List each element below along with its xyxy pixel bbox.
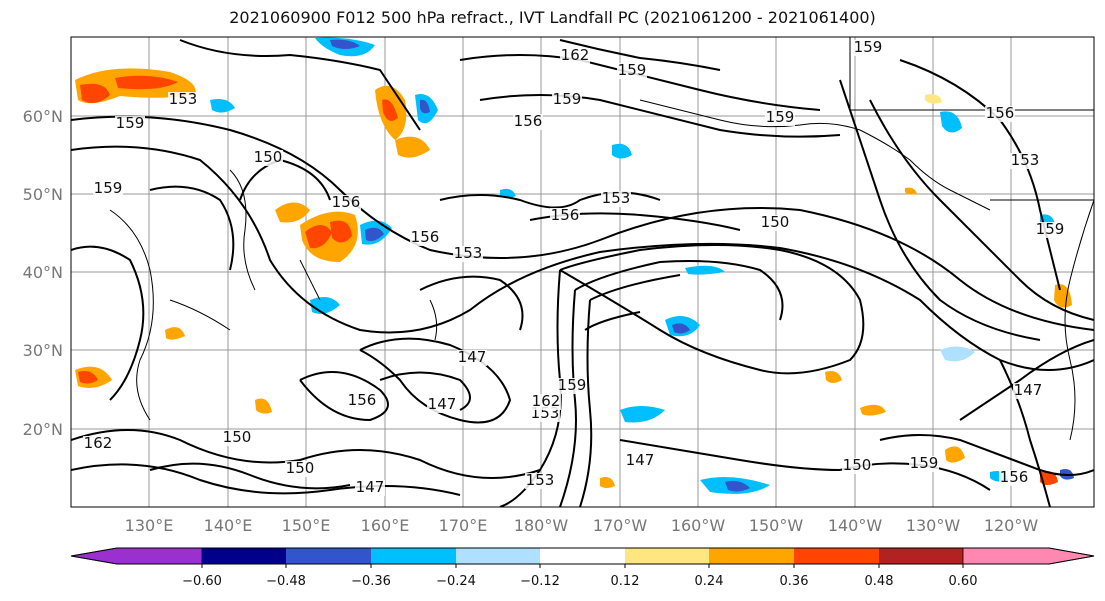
contour-label: 159 — [553, 90, 582, 108]
colorbar-segment — [709, 548, 794, 564]
contour-label: 159 — [618, 61, 647, 79]
latitude-label: 20°N — [23, 420, 63, 439]
latitude-label: 40°N — [23, 263, 63, 282]
colorbar-segment — [540, 548, 625, 564]
colorbar-tick-label: −0.36 — [351, 574, 391, 589]
contour-label: 159 — [558, 376, 587, 394]
colorbar-segment — [286, 548, 371, 564]
colorbar-tick-label: −0.60 — [182, 574, 222, 589]
contour-label: 162 — [532, 392, 561, 410]
colorbar — [70, 547, 1095, 565]
contour-label: 156 — [1000, 468, 1029, 486]
longitude-label: 130°E — [125, 516, 174, 535]
contour-label: 150 — [286, 459, 315, 477]
colorbar-segment — [456, 548, 540, 564]
contour-label: 162 — [561, 46, 590, 64]
colorbar-tick-label: 0.24 — [695, 574, 724, 589]
latitude-labels: 60°N 50°N 40°N 30°N 20°N — [23, 107, 63, 439]
contour-label: 159 — [1036, 220, 1065, 238]
contour-label: 156 — [986, 104, 1015, 122]
contour-label: 156 — [514, 112, 543, 130]
longitude-label: 140°W — [828, 516, 883, 535]
contour-label: 150 — [254, 148, 283, 166]
latitude-label: 60°N — [23, 107, 63, 126]
contour-label: 156 — [348, 391, 377, 409]
longitude-label: 150°E — [282, 516, 331, 535]
contour-label: 159 — [766, 108, 795, 126]
colorbar-tick-label: 0.60 — [949, 574, 978, 589]
contour-label: 147 — [458, 348, 487, 366]
coastlines — [109, 37, 1094, 441]
contour-label: 162 — [84, 434, 113, 452]
colorbar-segment — [794, 548, 879, 564]
longitude-label: 180°W — [514, 516, 569, 535]
contour-label: 150 — [223, 428, 252, 446]
colorbar-segment — [962, 547, 1095, 565]
contour-label: 147 — [356, 478, 385, 496]
colorbar-tick-label: 0.36 — [780, 574, 809, 589]
longitude-labels: 130°E 140°E 150°E 160°E 170°E 180°W 170°W 160°W… — [125, 516, 1039, 535]
longitude-label: 130°W — [906, 516, 961, 535]
contour-label: 159 — [910, 454, 939, 472]
colorbar-tick-label: 0.12 — [611, 574, 640, 589]
contour-label: 156 — [551, 206, 580, 224]
contour-label: 147 — [1014, 381, 1043, 399]
longitude-label: 160°E — [361, 516, 410, 535]
colorbar-tick-labels: −0.60 −0.48 −0.36 −0.24 −0.12 0.12 0.24 0.36 0.4… — [182, 564, 977, 589]
colorbar-segment — [70, 547, 203, 565]
contour-label: 147 — [428, 395, 457, 413]
contour-label: 156 — [332, 193, 361, 211]
contour-label: 153 — [454, 244, 483, 262]
contour-label: 159 — [116, 114, 145, 132]
contour-label: 147 — [626, 451, 655, 469]
colorbar-tick-label: 0.48 — [865, 574, 894, 589]
colorbar-tick-label: −0.24 — [436, 574, 476, 589]
colorbar-segment — [202, 548, 286, 564]
longitude-label: 150°W — [749, 516, 804, 535]
longitude-label: 120°W — [984, 516, 1039, 535]
map-title: 2021060900 F012 500 hPa refract., IVT La… — [229, 8, 876, 27]
longitude-label: 140°E — [204, 516, 253, 535]
colorbar-segment — [879, 548, 963, 564]
contour-label: 153 — [1011, 151, 1040, 169]
longitude-label: 170°W — [593, 516, 648, 535]
longitude-label: 170°E — [439, 516, 488, 535]
latitude-label: 30°N — [23, 341, 63, 360]
contour-label: 156 — [411, 228, 440, 246]
contour-label: 153 — [602, 189, 631, 207]
contour-label: 153 — [169, 90, 198, 108]
map-frame — [70, 36, 1095, 508]
colorbar-segment — [371, 548, 456, 564]
colorbar-tick-label: −0.48 — [266, 574, 306, 589]
colorbar-outline — [70, 547, 1095, 565]
longitude-label: 160°W — [671, 516, 726, 535]
contour-label: 159 — [94, 179, 123, 197]
ivt-shading — [75, 37, 1074, 494]
latitude-label: 50°N — [23, 185, 63, 204]
contour-label: 153 — [526, 471, 555, 489]
colorbar-segment — [625, 548, 709, 564]
contour-label: 159 — [854, 38, 883, 56]
contour-label: 150 — [843, 456, 872, 474]
contour-label: 150 — [761, 213, 790, 231]
colorbar-tick-label: −0.12 — [520, 574, 560, 589]
